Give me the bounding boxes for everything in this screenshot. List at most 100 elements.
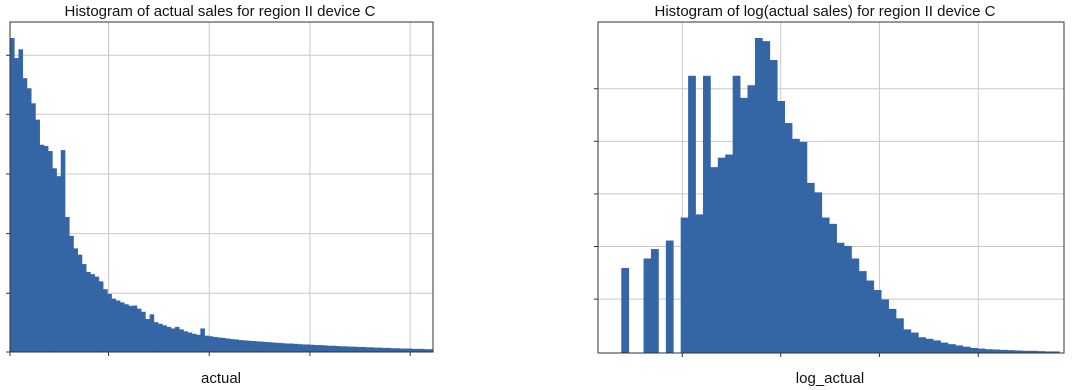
histogram-bar	[792, 138, 800, 353]
histogram-bar	[204, 335, 210, 352]
histogram-bar	[821, 217, 830, 353]
histogram-bar	[259, 341, 265, 352]
histogram-bar	[293, 343, 298, 352]
x-axis-label: log_actual	[796, 370, 864, 387]
plot-frame	[597, 21, 1065, 354]
histogram-bar	[217, 337, 222, 352]
histogram-bar	[318, 345, 324, 352]
histogram-bar	[255, 341, 260, 352]
histogram-bar	[200, 328, 205, 352]
log-actual-sales-histogram: Histogram of log(actual sales) for regio…	[594, 3, 1065, 387]
histogram-bar	[740, 97, 748, 353]
histogram-bar	[933, 340, 941, 353]
histogram-bar	[22, 78, 28, 352]
histogram-bar	[814, 192, 823, 353]
histogram-bar	[229, 339, 235, 352]
histogram-bar	[128, 305, 134, 352]
histogram-bar	[213, 336, 218, 352]
histogram-bar	[335, 346, 341, 352]
histogram-bar	[403, 348, 408, 352]
bars	[621, 38, 1060, 354]
histogram-bar	[918, 337, 927, 353]
histogram-bar	[132, 305, 138, 352]
actual-sales-histogram: Histogram of actual sales for region II …	[6, 3, 434, 387]
ticks	[594, 88, 979, 357]
histogram-bar	[888, 308, 897, 353]
histogram-bar	[717, 157, 726, 353]
histogram-bar	[762, 41, 771, 354]
histogram-bar	[43, 146, 49, 352]
histogram-bar	[187, 332, 193, 352]
histogram-bar	[420, 348, 425, 352]
histogram-bar	[94, 276, 100, 352]
histogram-bar	[621, 267, 630, 353]
histogram-bar	[56, 176, 62, 352]
histogram-bar	[369, 347, 375, 352]
histogram-bar	[98, 281, 104, 352]
histogram-bar	[174, 326, 180, 352]
histogram-bar	[903, 329, 912, 353]
histogram-bar	[732, 75, 741, 354]
histogram-bar	[1044, 351, 1053, 353]
histogram-bar	[14, 58, 19, 352]
histogram-bar	[183, 331, 189, 352]
histogram-bar	[90, 274, 95, 352]
histogram-bar	[73, 248, 79, 352]
histogram-bar	[60, 150, 66, 352]
histogram-bar	[1051, 351, 1060, 353]
histogram-bar	[170, 328, 176, 352]
histogram-bar	[348, 346, 353, 352]
histogram-bar	[829, 223, 837, 353]
histogram-bar	[873, 290, 882, 353]
histogram-bar	[124, 304, 129, 352]
histogram-bar	[310, 344, 315, 352]
histogram-bar	[688, 75, 696, 354]
histogram-bar	[246, 340, 252, 352]
histogram-bar	[407, 348, 413, 352]
histogram-bar	[103, 289, 108, 352]
histogram-bar	[858, 271, 867, 353]
histogram-bar	[289, 343, 294, 352]
histogram-bar	[221, 337, 227, 352]
histogram-bar	[695, 214, 704, 353]
histogram-bar	[284, 343, 290, 352]
histogram-bar	[373, 347, 379, 352]
histogram-bar	[141, 311, 146, 352]
histogram-bar	[306, 344, 311, 352]
histogram-bar	[166, 326, 172, 352]
histogram-bar	[196, 334, 201, 352]
histogram-bar	[234, 339, 239, 352]
histogram-bar	[115, 300, 121, 352]
histogram-bar	[1022, 350, 1030, 353]
histogram-bar	[69, 235, 74, 352]
histogram-bar	[149, 314, 155, 352]
histogram-bar	[145, 319, 150, 352]
histogram-bar	[81, 264, 87, 352]
histogram-bar	[992, 349, 1001, 353]
histogram-bar	[970, 347, 979, 353]
histogram-bar	[725, 154, 734, 353]
histogram-bar	[111, 298, 117, 352]
histogram-bar	[747, 85, 756, 353]
histogram-bar	[35, 119, 40, 352]
histogram-bar	[925, 338, 934, 353]
histogram-bar	[225, 338, 231, 352]
histogram-bar	[910, 332, 919, 353]
histogram-bar	[327, 345, 332, 352]
histogram-bar	[394, 348, 400, 352]
histogram-bar	[1014, 350, 1023, 353]
histogram-bar	[710, 167, 719, 353]
histogram-bar	[799, 141, 808, 353]
histogram-bar	[361, 346, 366, 352]
histogram-bar	[999, 349, 1008, 353]
histogram-bar	[10, 38, 15, 352]
histogram-bar	[769, 60, 778, 354]
histogram-bar	[665, 240, 674, 353]
chart-title: Histogram of log(actual sales) for regio…	[655, 3, 996, 20]
histogram-bar	[107, 293, 112, 352]
histogram-bar	[424, 349, 430, 352]
histogram-bar	[1037, 351, 1045, 353]
histogram-bar	[31, 103, 36, 352]
histogram-bar	[208, 336, 214, 352]
